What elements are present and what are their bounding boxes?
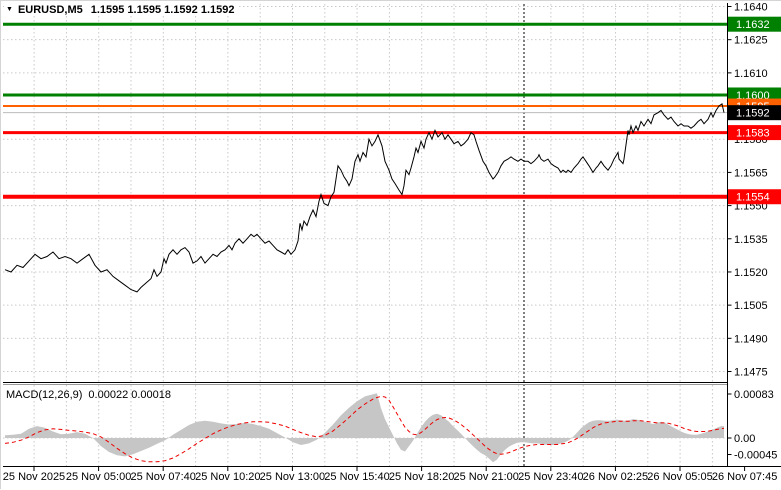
time-axis-label: 26 Nov 02:25 [583,471,648,483]
level-lines[interactable] [3,22,727,199]
time-axis-label: 25 Nov 2025 [3,471,65,483]
symbol-timeframe-label: EURUSD,M5 [17,3,83,16]
macd-signal-line [4,395,725,463]
time-axis-label: 26 Nov 05:05 [647,471,712,483]
price-axis-label: 1.1505 [734,300,768,312]
price-axis[interactable]: 1.16401.16251.16101.15801.15651.15501.15… [727,2,778,462]
macd-axis-label: -0.00045 [734,450,777,462]
price-badge-label: 1.1583 [736,128,770,140]
price-badge-1.1583 [728,125,781,141]
price-axis-label: 1.1565 [734,167,768,179]
price-axis-label: 1.1520 [734,267,768,279]
price-badge-label: 1.1592 [736,108,770,120]
price-badge-label: 1.1554 [736,192,770,204]
panel-borders [3,3,781,467]
time-axis[interactable]: 25 Nov 2025 25 Nov 05:00 25 Nov 07:40 25 No… [3,467,778,483]
price-axis-label: 1.1490 [734,333,768,345]
macd-indicator-label: MACD(12,26,9) 0.00022 0.00018 [6,389,171,401]
time-axis-label: 25 Nov 23:40 [518,471,583,483]
price-axis-label: 1.1535 [734,234,768,246]
time-axis-label: 25 Nov 13:00 [260,471,325,483]
time-axis-label: 25 Nov 21:00 [453,471,518,483]
time-axis-label: 25 Nov 07:40 [130,471,195,483]
time-axis-label: 25 Nov 15:40 [324,471,389,483]
time-axis-label: 25 Nov 05:00 [66,471,131,483]
price-axis-label: 1.1625 [734,35,768,47]
symbol-dropdown-icon[interactable]: ▼ [6,6,13,13]
price-line [4,102,725,293]
time-axis-label: 26 Nov 07:45 [712,471,777,483]
price-badge-1.1554 [728,189,781,205]
macd-histogram [5,393,724,463]
price-badge-label: 1.1632 [736,19,770,31]
macd-name-label: MACD(12,26,9) [6,389,83,401]
time-axis-label: 25 Nov 10:20 [195,471,260,483]
macd-axis-label: 0.00 [734,433,755,445]
macd-values-label: 0.00022 0.00018 [88,389,172,401]
price-axis-label: 1.1610 [734,68,768,80]
price-badge-1.1592 [728,105,781,121]
macd-axis-label: 0.00083 [734,389,774,401]
price-badge-1.1632 [728,16,781,32]
time-axis-label: 25 Nov 18:20 [389,471,454,483]
ohlc-quotes-label: 1.1595 1.1595 1.1592 1.1592 [90,3,235,16]
chart-title-bar: ▼ EURUSD,M5 1.1595 1.1595 1.1592 1.1592 [4,3,239,16]
price-axis-label: 1.1475 [734,366,768,378]
price-axis-label: 1.1640 [734,2,768,14]
